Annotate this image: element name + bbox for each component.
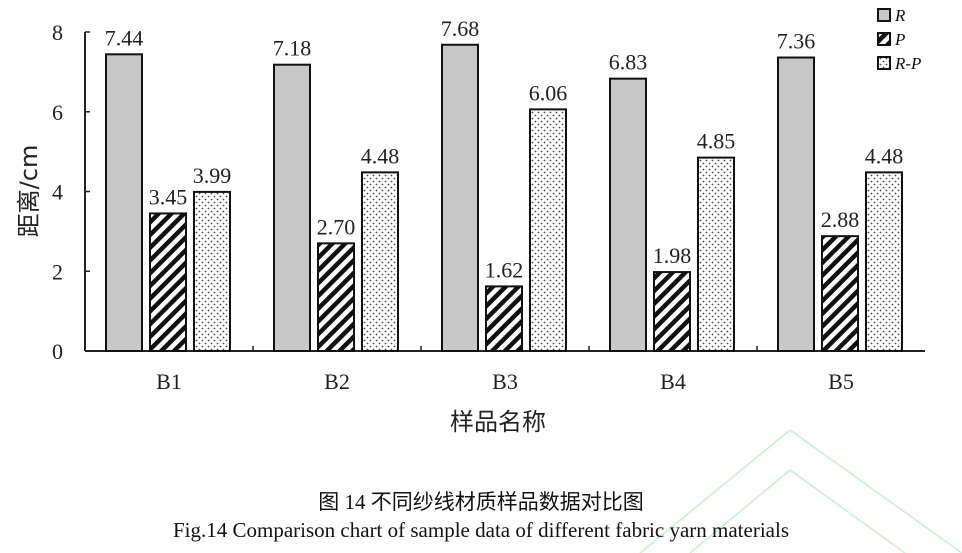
x-tick-label: B2 [324, 369, 350, 394]
bar-p-b3 [485, 285, 523, 352]
y-tick-label: 6 [52, 100, 63, 125]
data-label: 3.45 [149, 184, 188, 209]
x-tick-label: B3 [492, 369, 518, 394]
data-label: 7.44 [105, 25, 144, 50]
y-tick-label: 4 [52, 180, 63, 205]
y-tick-label: 2 [52, 259, 63, 284]
bar-p-b2 [317, 242, 355, 352]
legend-swatch-p [877, 32, 891, 46]
caption-zh: 图 14 不同纱线材质样品数据对比图 [318, 490, 644, 514]
bar-r-p-b5 [865, 171, 903, 352]
data-label: 4.48 [865, 143, 904, 168]
data-label: 3.99 [193, 163, 232, 188]
y-tick-label: 0 [52, 339, 63, 364]
x-tick-label: B5 [828, 369, 854, 394]
data-label: 2.88 [821, 207, 860, 232]
watermark [639, 429, 962, 553]
bar-p-b5 [821, 235, 859, 352]
bar-r-b3 [441, 43, 479, 352]
bar-p-b1 [149, 212, 187, 352]
legend-label: R-P [894, 54, 921, 73]
legend-label: R [894, 6, 906, 25]
x-tick-label: B1 [156, 369, 182, 394]
data-label: 4.85 [697, 129, 736, 154]
x-tick-label: B4 [660, 369, 686, 394]
bar-r-p-b2 [361, 171, 399, 352]
data-label: 4.48 [361, 143, 400, 168]
data-label: 7.68 [441, 16, 480, 41]
bar-r-p-b4 [697, 156, 735, 352]
legend: RP R-P [877, 6, 921, 73]
y-tick-label: 8 [52, 20, 63, 45]
bar-r-b1 [105, 53, 143, 353]
data-label: 6.06 [529, 80, 568, 105]
caption-en: Fig.14 Comparison chart of sample data o… [173, 518, 789, 542]
x-axis-label: 样品名称 [450, 408, 546, 436]
bars [105, 43, 903, 353]
y-axis-label: 距离/cm [15, 145, 43, 238]
bar-r-p-b3 [529, 108, 567, 352]
data-label: 2.70 [317, 214, 356, 239]
data-label: 7.18 [273, 36, 312, 61]
bar-r-b2 [273, 63, 311, 352]
data-labels: 7.44 3.453.99 7.18 2.70 4.48 7.68 1.62 6.06 6.83… [105, 16, 904, 283]
legend-swatch-r-p [877, 56, 891, 70]
legend-label: P [894, 30, 905, 49]
bar-p-b4 [653, 271, 691, 352]
bar-r-b5 [777, 56, 815, 353]
data-label: 7.36 [777, 29, 816, 54]
data-label: 1.62 [485, 257, 524, 282]
data-label: 6.83 [609, 50, 648, 75]
legend-swatch-r [877, 8, 891, 22]
data-label: 1.98 [653, 243, 692, 268]
bar-r-b4 [609, 77, 647, 352]
bar-r-p-b1 [193, 190, 231, 352]
